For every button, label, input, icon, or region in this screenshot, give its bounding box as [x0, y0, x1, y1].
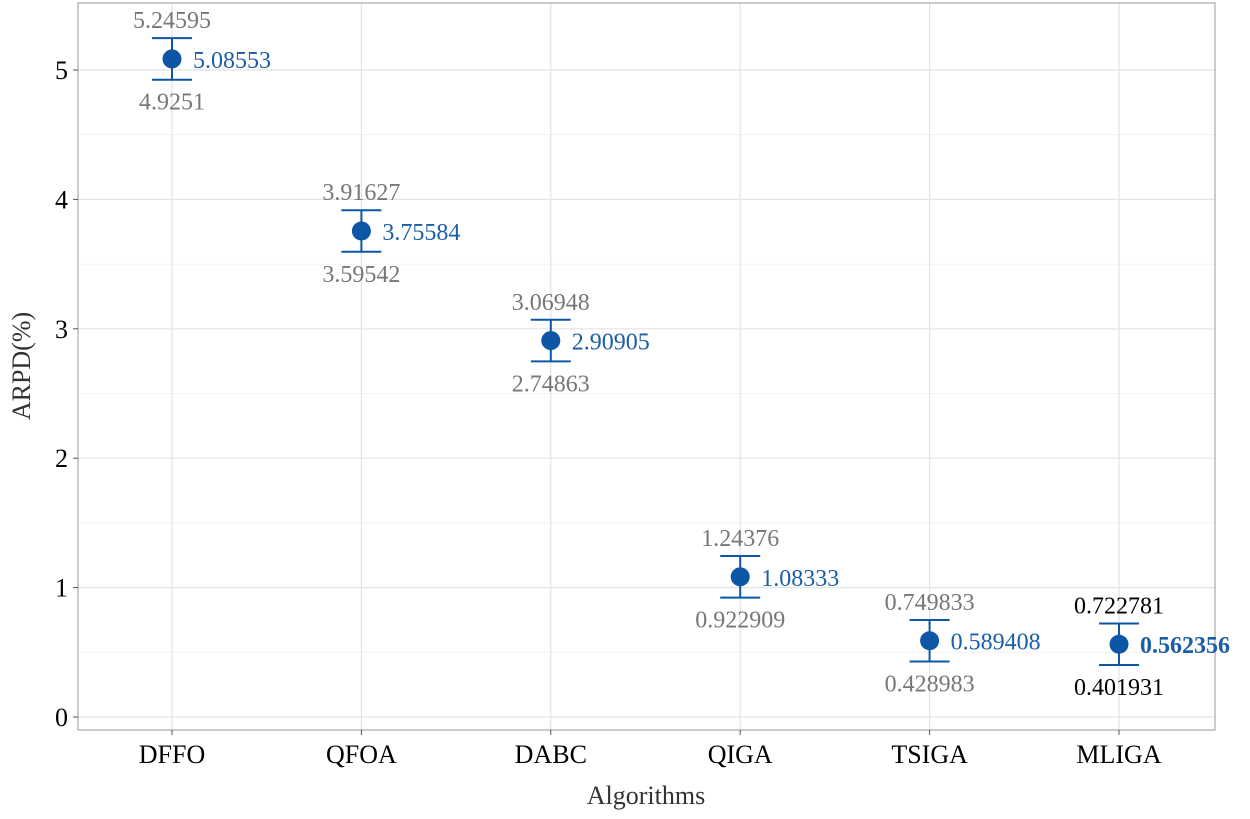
marks: 5.24595 4.9251 5.08553 3.91627 3.59542 3.7558…	[133, 8, 1230, 701]
grid	[78, 3, 1215, 730]
mean-point	[351, 221, 371, 241]
mean-label: 0.589408	[951, 630, 1041, 656]
y-tick-label: 5	[55, 56, 68, 85]
mean-label: 3.75584	[382, 220, 460, 246]
axes: 0 1 2 3 4 5 DFFO QFOA DABC QIGA TSIGA MLIGA	[55, 56, 1162, 769]
mean-point	[730, 567, 750, 587]
mean-point	[1109, 634, 1129, 654]
x-tick-label: TSIGA	[891, 740, 968, 769]
y-tick-label: 3	[55, 315, 68, 344]
x-axis-label: Algorithms	[587, 781, 705, 810]
upper-label: 3.91627	[322, 180, 400, 206]
upper-label: 0.749833	[885, 590, 975, 616]
x-tick-label: QFOA	[326, 740, 397, 769]
upper-label: 0.722781	[1074, 593, 1164, 619]
mean-label: 5.08553	[193, 48, 271, 74]
lower-label: 3.59542	[322, 262, 400, 288]
x-tick-label: QIGA	[708, 740, 773, 769]
mean-point	[920, 631, 940, 651]
lower-label: 0.428983	[885, 671, 975, 697]
lower-label: 2.74863	[512, 371, 590, 397]
x-tick-label: DABC	[515, 740, 587, 769]
y-tick-label: 2	[55, 444, 68, 473]
upper-label: 1.24376	[701, 526, 779, 552]
lower-label: 0.401931	[1074, 675, 1164, 701]
lower-label: 0.922909	[695, 608, 785, 634]
lower-label: 4.9251	[139, 90, 205, 116]
y-axis-label: ARPD(%)	[7, 312, 36, 420]
mean-point	[541, 331, 561, 351]
upper-label: 5.24595	[133, 8, 211, 34]
mean-label: 2.90905	[572, 330, 650, 356]
plot-border	[77, 2, 1216, 731]
mean-label: 0.562356	[1140, 633, 1230, 659]
y-tick-label: 4	[55, 185, 68, 214]
x-tick-label: DFFO	[139, 740, 205, 769]
y-tick-label: 1	[55, 574, 68, 603]
mean-label: 1.08333	[761, 566, 839, 592]
x-tick-label: MLIGA	[1076, 740, 1161, 769]
mean-point	[162, 49, 182, 69]
y-tick-label: 0	[55, 703, 68, 732]
upper-label: 3.06948	[512, 290, 590, 316]
